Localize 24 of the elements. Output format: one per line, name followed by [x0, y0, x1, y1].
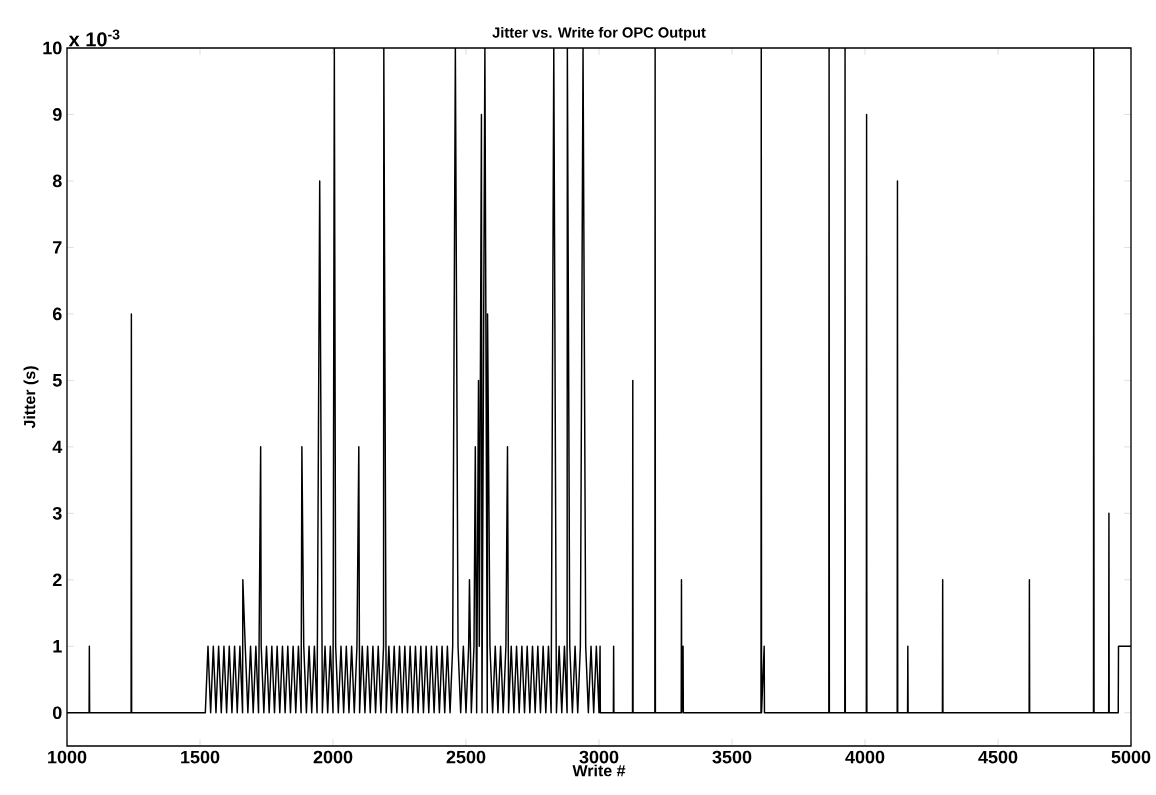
x-tick-label: 2000: [313, 750, 353, 764]
y-tick-label: 7: [53, 241, 62, 254]
y-tick-label: 2: [52, 573, 62, 587]
y-tick-label: 10: [43, 41, 62, 55]
y-tick-label: 0: [53, 706, 62, 720]
y-tick-label: 6: [52, 307, 62, 321]
x-tick-label: 3000: [579, 750, 619, 764]
x-tick-label: 2500: [446, 750, 486, 764]
x-tick-label: 1000: [48, 750, 87, 764]
x-axis-title: Write #: [572, 764, 626, 777]
x-tick-label: 4500: [978, 750, 1018, 764]
y-tick-label: 9: [52, 108, 62, 121]
x-tick-label: 3500: [712, 750, 752, 764]
y-tick-label: 5: [52, 374, 62, 387]
x-tick-label: 5000: [1111, 750, 1151, 764]
chart-title: Jitter vs. Write for OPC Output: [492, 26, 706, 41]
y-tick-label: 3: [52, 506, 62, 520]
x-tick-label: 4000: [845, 750, 885, 764]
y-tick-label: 4: [52, 440, 63, 454]
x-tick-label: 1500: [181, 750, 220, 764]
y-tick-label: 8: [52, 174, 62, 188]
y-tick-label: 1: [53, 640, 62, 653]
text: x 10$^{-3}$: [68, 29, 120, 47]
y-axis-title: Jitter (s): [23, 366, 39, 429]
